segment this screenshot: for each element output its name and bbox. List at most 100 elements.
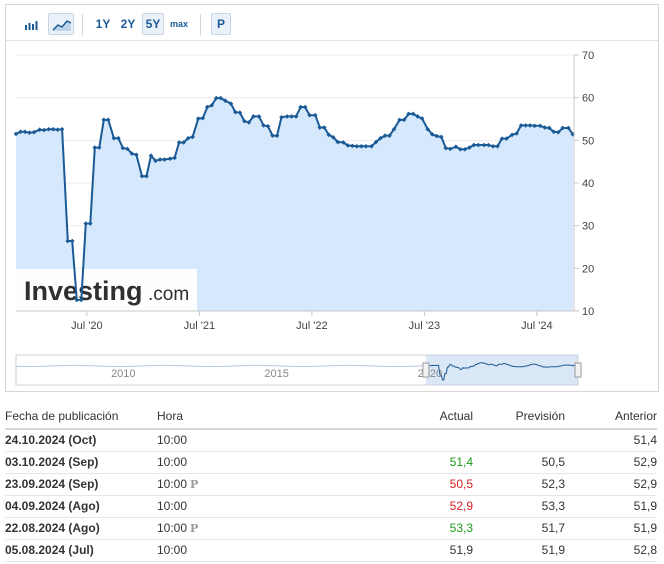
range-1y-button[interactable]: 1Y xyxy=(95,17,111,31)
row-time: 10:00 xyxy=(157,429,389,452)
data-point xyxy=(363,144,369,149)
table-body: 24.10.2024 (Oct) 10:00 51,4 03.10.2024 (… xyxy=(5,429,657,562)
row-time: 10:00 P xyxy=(157,473,389,496)
row-actual xyxy=(389,429,473,452)
x-tick-label: Jul '21 xyxy=(184,320,215,332)
range-max-button[interactable]: max xyxy=(169,19,188,29)
header-time[interactable]: Hora xyxy=(157,404,389,430)
navigator[interactable]: 2010 2015 2020 xyxy=(15,354,582,386)
x-tick-label: Jul '23 xyxy=(409,320,440,332)
row-date: 22.08.2024 (Ago) xyxy=(5,517,157,540)
data-point xyxy=(307,112,312,118)
row-actual: 51,9 xyxy=(389,539,473,562)
data-point xyxy=(495,144,500,149)
y-tick-label: 10 xyxy=(582,306,594,318)
data-point xyxy=(486,142,491,148)
header-forecast[interactable]: Previsión xyxy=(473,404,565,430)
data-point xyxy=(302,104,308,110)
navigator-line xyxy=(15,364,423,367)
data-point xyxy=(555,129,561,135)
row-actual: 52,9 xyxy=(389,495,473,518)
watermark-suffix: .com xyxy=(148,284,189,305)
chart-panel: 1Y 2Y 5Y max P Investing .com 10 20 30 40 50… xyxy=(5,4,659,392)
area-chart-icon[interactable] xyxy=(48,13,74,35)
data-point xyxy=(467,145,472,150)
data-point xyxy=(359,144,364,149)
data-point xyxy=(265,123,271,129)
data-point xyxy=(87,221,93,226)
row-time-text: 10:00 xyxy=(157,477,188,491)
data-point xyxy=(527,123,533,128)
row-time-text: 10:00 xyxy=(157,521,188,535)
data-point xyxy=(570,132,576,137)
row-forecast: 52,3 xyxy=(473,473,565,496)
data-point xyxy=(228,101,234,106)
data-point xyxy=(195,116,201,121)
data-point xyxy=(419,116,425,121)
data-point xyxy=(546,125,552,131)
data-point xyxy=(233,109,238,115)
data-point xyxy=(74,297,80,303)
data-point xyxy=(129,151,135,156)
data-point xyxy=(415,114,420,119)
row-previous: 51,9 xyxy=(565,517,657,540)
row-date: 04.09.2024 (Ago) xyxy=(5,495,157,518)
table-row: 03.10.2024 (Sep) 10:00 51,4 50,5 52,9 xyxy=(5,451,657,474)
x-tick-label: Jul '22 xyxy=(296,320,327,332)
x-tick-label: Jul '24 xyxy=(521,320,552,332)
preliminary-icon: P xyxy=(190,478,199,491)
header-previous[interactable]: Anterior xyxy=(565,404,657,430)
data-point xyxy=(481,142,487,148)
range-5y-button[interactable]: 5Y xyxy=(142,13,164,35)
releases-table: Fecha de publicación Hora Actual Previsi… xyxy=(5,404,657,562)
data-point xyxy=(218,95,224,101)
data-point xyxy=(462,146,468,152)
row-previous: 52,9 xyxy=(565,473,657,496)
row-actual: 51,4 xyxy=(389,451,473,474)
row-date: 24.10.2024 (Oct) xyxy=(5,429,157,452)
y-axis-labels: 10 20 30 40 50 60 70 xyxy=(582,50,594,318)
data-point xyxy=(369,144,374,149)
series-area-fill xyxy=(16,98,573,311)
navigator-label: 2020 xyxy=(418,368,442,380)
data-point xyxy=(298,104,303,110)
data-point xyxy=(350,143,355,149)
row-forecast xyxy=(473,429,565,452)
row-actual: 50,5 xyxy=(389,473,473,496)
data-point xyxy=(101,117,107,123)
data-point xyxy=(341,140,346,145)
data-point xyxy=(458,146,463,152)
data-point xyxy=(453,144,459,150)
data-point xyxy=(447,146,453,152)
prelim-toggle-button[interactable]: P xyxy=(211,13,231,35)
row-time-text: 10:00 xyxy=(157,433,188,448)
data-point xyxy=(406,111,411,117)
data-point xyxy=(96,145,102,150)
range-2y-button[interactable]: 2Y xyxy=(120,17,136,31)
data-point xyxy=(490,144,496,149)
data-point xyxy=(345,143,351,148)
data-point xyxy=(537,123,543,129)
bar-chart-icon[interactable] xyxy=(18,13,44,35)
data-point xyxy=(317,125,323,130)
row-forecast: 53,3 xyxy=(473,495,565,518)
chart-toolbar: 1Y 2Y 5Y max P xyxy=(6,5,658,41)
preliminary-icon: P xyxy=(190,522,199,535)
navigator-right-handle[interactable] xyxy=(574,362,582,378)
header-actual[interactable]: Actual xyxy=(389,404,473,430)
data-point xyxy=(518,123,524,128)
data-point xyxy=(354,144,360,149)
navigator-left-handle[interactable] xyxy=(422,362,430,378)
data-point xyxy=(92,145,98,150)
investing-watermark: Investing .com xyxy=(16,269,197,311)
navigator-window-line xyxy=(425,362,578,381)
row-time-text: 10:00 xyxy=(157,499,188,513)
y-tick-label: 20 xyxy=(582,263,594,275)
navigator-window[interactable] xyxy=(425,355,578,385)
data-point xyxy=(144,173,149,179)
data-point xyxy=(237,110,243,115)
data-point xyxy=(78,297,84,303)
header-date[interactable]: Fecha de publicación xyxy=(5,404,157,430)
data-point xyxy=(560,125,566,131)
